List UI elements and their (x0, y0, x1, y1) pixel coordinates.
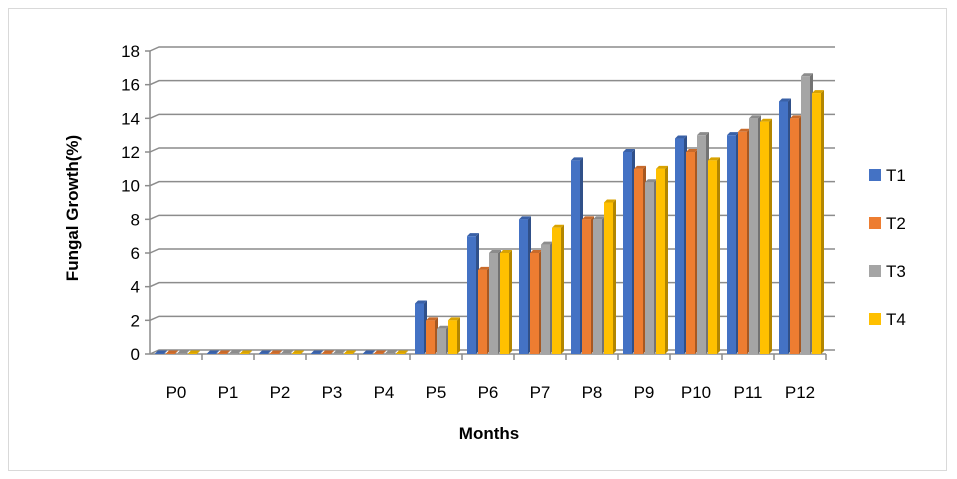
bar (571, 157, 583, 354)
legend-swatch (869, 313, 881, 325)
bar (779, 98, 791, 354)
bar (708, 157, 720, 354)
bar (322, 350, 334, 354)
x-tick-label: P11 (734, 383, 763, 402)
y-axis-title: Fungal Growth(%) (63, 135, 82, 281)
x-tick-label: P9 (634, 383, 655, 402)
bar (292, 350, 304, 354)
bar (656, 165, 668, 354)
legend-label: T1 (886, 166, 906, 185)
legend-label: T2 (886, 214, 906, 233)
bar (760, 118, 772, 354)
bar (727, 132, 739, 354)
bar (333, 350, 345, 354)
legend: T1 T2 T3 T4 (869, 166, 906, 329)
bar (812, 90, 824, 354)
bar (259, 350, 271, 354)
y-tick-label: 4 (131, 278, 140, 297)
bar (478, 266, 490, 354)
legend-swatch (869, 217, 881, 229)
legend-item: T4 (869, 310, 906, 329)
x-tick-label: P1 (218, 383, 239, 402)
x-tick-label: P3 (322, 383, 343, 402)
x-tick-label: P5 (426, 383, 447, 402)
bar (552, 224, 564, 354)
bar (166, 350, 178, 354)
y-tick-label: 8 (131, 210, 140, 229)
legend-item: T2 (869, 214, 906, 233)
y-tick-label: 6 (131, 244, 140, 263)
y-tick-label: 12 (121, 143, 140, 162)
bar (363, 350, 375, 354)
legend-swatch (869, 265, 881, 277)
bar (604, 199, 616, 354)
bar (519, 216, 531, 354)
bars (155, 73, 824, 354)
bar (415, 300, 427, 354)
y-tick-label: 14 (121, 109, 140, 128)
x-tick-label: P0 (166, 383, 187, 402)
gridline (149, 180, 835, 187)
x-tick-label: P10 (681, 383, 711, 402)
bar (426, 317, 438, 354)
bar (188, 350, 200, 354)
bar (396, 350, 408, 354)
x-tick-label: P4 (374, 383, 395, 402)
bar (177, 350, 189, 354)
gridline (149, 147, 835, 153)
bar (500, 250, 512, 354)
legend-swatch (869, 169, 881, 181)
bar (448, 317, 460, 354)
bar (645, 179, 657, 354)
bar (281, 350, 293, 354)
bar (467, 233, 479, 354)
bar (686, 149, 698, 354)
gridline (149, 79, 835, 86)
gridline (149, 46, 835, 52)
legend-label: T3 (886, 262, 906, 281)
bar (344, 350, 356, 354)
bar (634, 165, 646, 354)
bar (489, 250, 501, 354)
bar (749, 115, 761, 354)
bar (374, 350, 386, 354)
bar (385, 350, 397, 354)
bar (541, 241, 553, 354)
x-tick-label: P6 (478, 383, 499, 402)
y-tick-label: 18 (121, 42, 140, 61)
bar (623, 149, 635, 354)
y-tick-label: 10 (121, 177, 140, 196)
x-tick-labels: P0 P1 P2 P3 P4 P5 P6 P7 P8 P9 P10 P11 P12 (166, 383, 816, 402)
y-tick-labels: 0 2 4 6 8 10 12 14 16 18 (121, 42, 140, 364)
bar (218, 350, 230, 354)
legend-item: T3 (869, 262, 906, 281)
legend-item: T1 (869, 166, 906, 185)
bar (582, 216, 594, 354)
y-tick-label: 16 (121, 76, 140, 95)
bar (270, 350, 282, 354)
x-tick-label: P2 (270, 383, 291, 402)
bar (675, 135, 687, 354)
bar (207, 350, 219, 354)
bar (801, 73, 813, 354)
bar (738, 128, 750, 354)
bar (530, 250, 542, 354)
bar (155, 350, 167, 354)
bar (229, 350, 241, 354)
bar (437, 325, 449, 354)
gridline (149, 113, 835, 120)
legend-label: T4 (886, 310, 906, 329)
bar (240, 350, 252, 354)
bar (593, 216, 605, 354)
bar (790, 115, 802, 354)
x-tick-label: P8 (582, 383, 603, 402)
x-tick-label: P7 (530, 383, 551, 402)
y-tick-label: 0 (131, 345, 140, 364)
y-tick-label: 2 (131, 311, 140, 330)
bar (697, 132, 709, 354)
x-axis-title: Months (459, 424, 519, 443)
x-tick-label: P12 (785, 383, 815, 402)
bar (311, 350, 323, 354)
